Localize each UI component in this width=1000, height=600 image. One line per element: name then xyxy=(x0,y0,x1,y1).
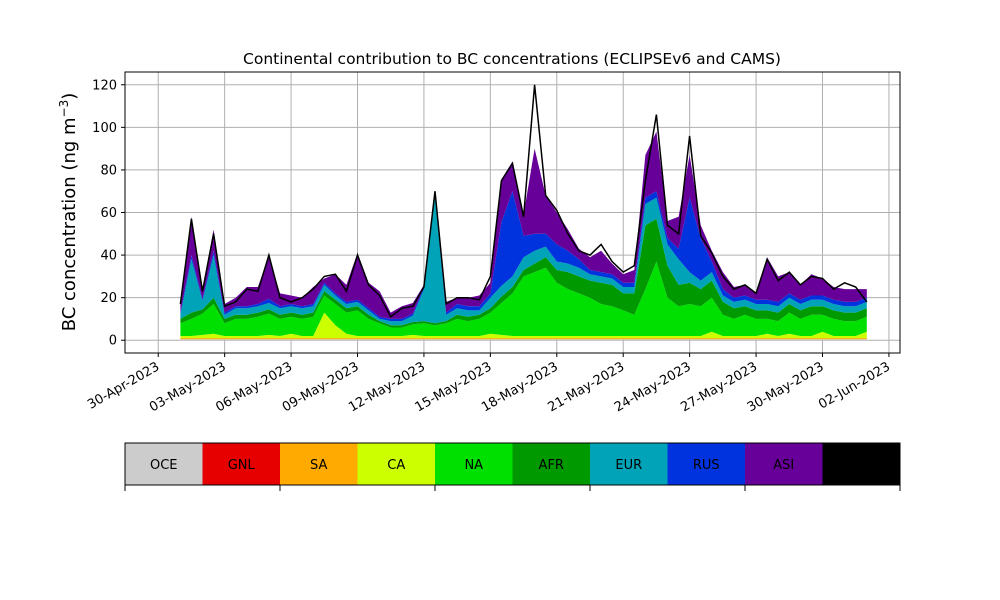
legend-swatch-sa xyxy=(280,443,358,485)
y-tick-label: 80 xyxy=(100,163,117,178)
y-tick-label: 40 xyxy=(100,249,117,264)
legend-swatch-asi xyxy=(745,443,823,485)
legend-label-sa: SA xyxy=(310,458,327,473)
legend-swatch-eur xyxy=(590,443,668,485)
chart-title: Continental contribution to BC concentra… xyxy=(243,50,781,68)
total-line-group xyxy=(179,84,868,318)
area-eur xyxy=(180,195,867,326)
legend-frame xyxy=(124,442,901,486)
legend: OCE GNL SA CA NA AFR EUR RUS ASI AUS xyxy=(124,442,901,491)
legend-swatch-gnl xyxy=(202,443,281,485)
y-tick-label: 60 xyxy=(100,206,117,221)
legend-swatch-na xyxy=(435,443,513,485)
legend-label-aus: AUS xyxy=(848,458,875,473)
legend-swatch-oce xyxy=(125,443,203,485)
area-oce xyxy=(180,339,867,341)
legend-label-ca: CA xyxy=(387,458,405,473)
area-afr xyxy=(180,218,867,328)
y-axis-label-sup: −3 xyxy=(57,100,71,118)
y-axis-label: BC concentration (ng m−3) xyxy=(57,93,80,332)
y-tick-label: 20 xyxy=(100,291,117,306)
y-axis-label-close: ) xyxy=(59,93,80,100)
y-axis: 0 20 40 60 80 100 120 xyxy=(92,78,125,349)
legend-swatch-ca xyxy=(357,443,436,485)
y-tick-label: 100 xyxy=(92,121,117,136)
legend-label-asi: ASI xyxy=(773,458,794,473)
legend-label-afr: AFR xyxy=(539,458,564,473)
area-rus xyxy=(180,191,867,322)
legend-label-eur: EUR xyxy=(615,458,642,473)
legend-label-oce: OCE xyxy=(150,458,178,473)
total-line xyxy=(179,84,868,318)
area-sa xyxy=(180,338,867,340)
y-tick-label: 120 xyxy=(92,78,117,93)
y-tick-label: 0 xyxy=(109,334,117,349)
legend-label-rus: RUS xyxy=(693,458,720,473)
legend-label-gnl: GNL xyxy=(228,458,256,473)
legend-label-na: NA xyxy=(464,458,483,473)
legend-swatch-aus xyxy=(822,443,901,485)
area-na xyxy=(180,261,867,336)
y-axis-label-main: BC concentration (ng m xyxy=(59,117,80,331)
legend-swatch-afr xyxy=(512,443,591,485)
legend-swatch-rus xyxy=(667,443,746,485)
